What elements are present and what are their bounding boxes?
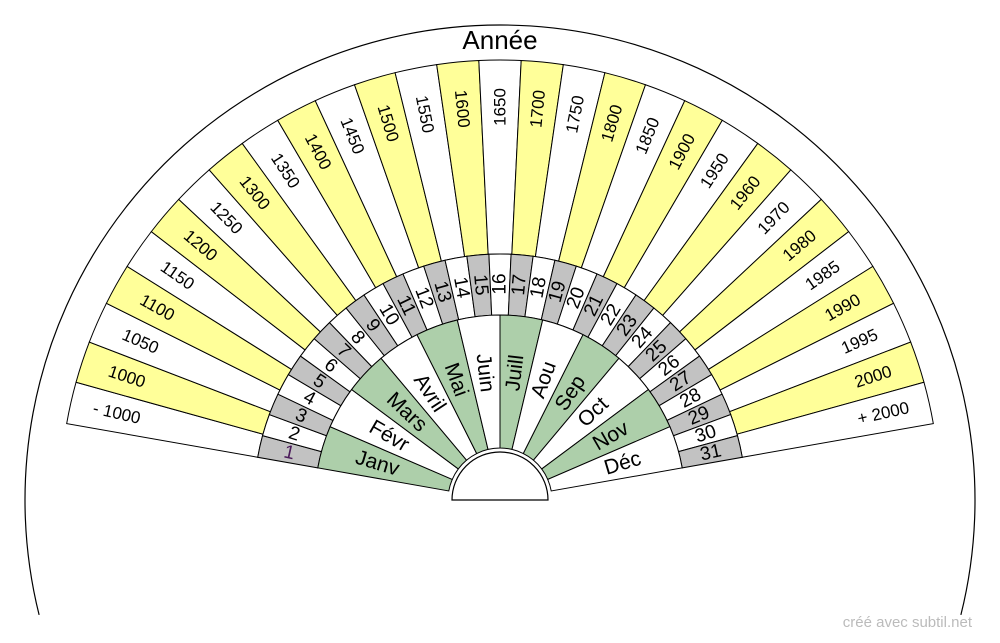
month-label: Juin [471, 352, 498, 393]
outer-arc [24, 24, 976, 616]
day-label: 31 [698, 440, 723, 465]
year-label: 1600 [451, 89, 474, 128]
ring-years: - 10001000105011001150120012501300135014… [66, 59, 934, 458]
year-label: 1650 [491, 88, 510, 126]
dial-title: Année [462, 25, 537, 55]
day-label: 1 [282, 442, 297, 465]
month-label: Juill [501, 354, 528, 393]
day-label: 16 [490, 273, 511, 294]
day-label: 15 [469, 273, 492, 296]
year-label: 1700 [527, 89, 550, 128]
center-hub [451, 451, 549, 501]
ring-days: 1234567891011121314151617181920212223242… [257, 253, 743, 469]
day-label: 17 [508, 273, 531, 296]
credit-label: créé avec subtil.net [842, 614, 972, 631]
month-sector [547, 426, 683, 492]
